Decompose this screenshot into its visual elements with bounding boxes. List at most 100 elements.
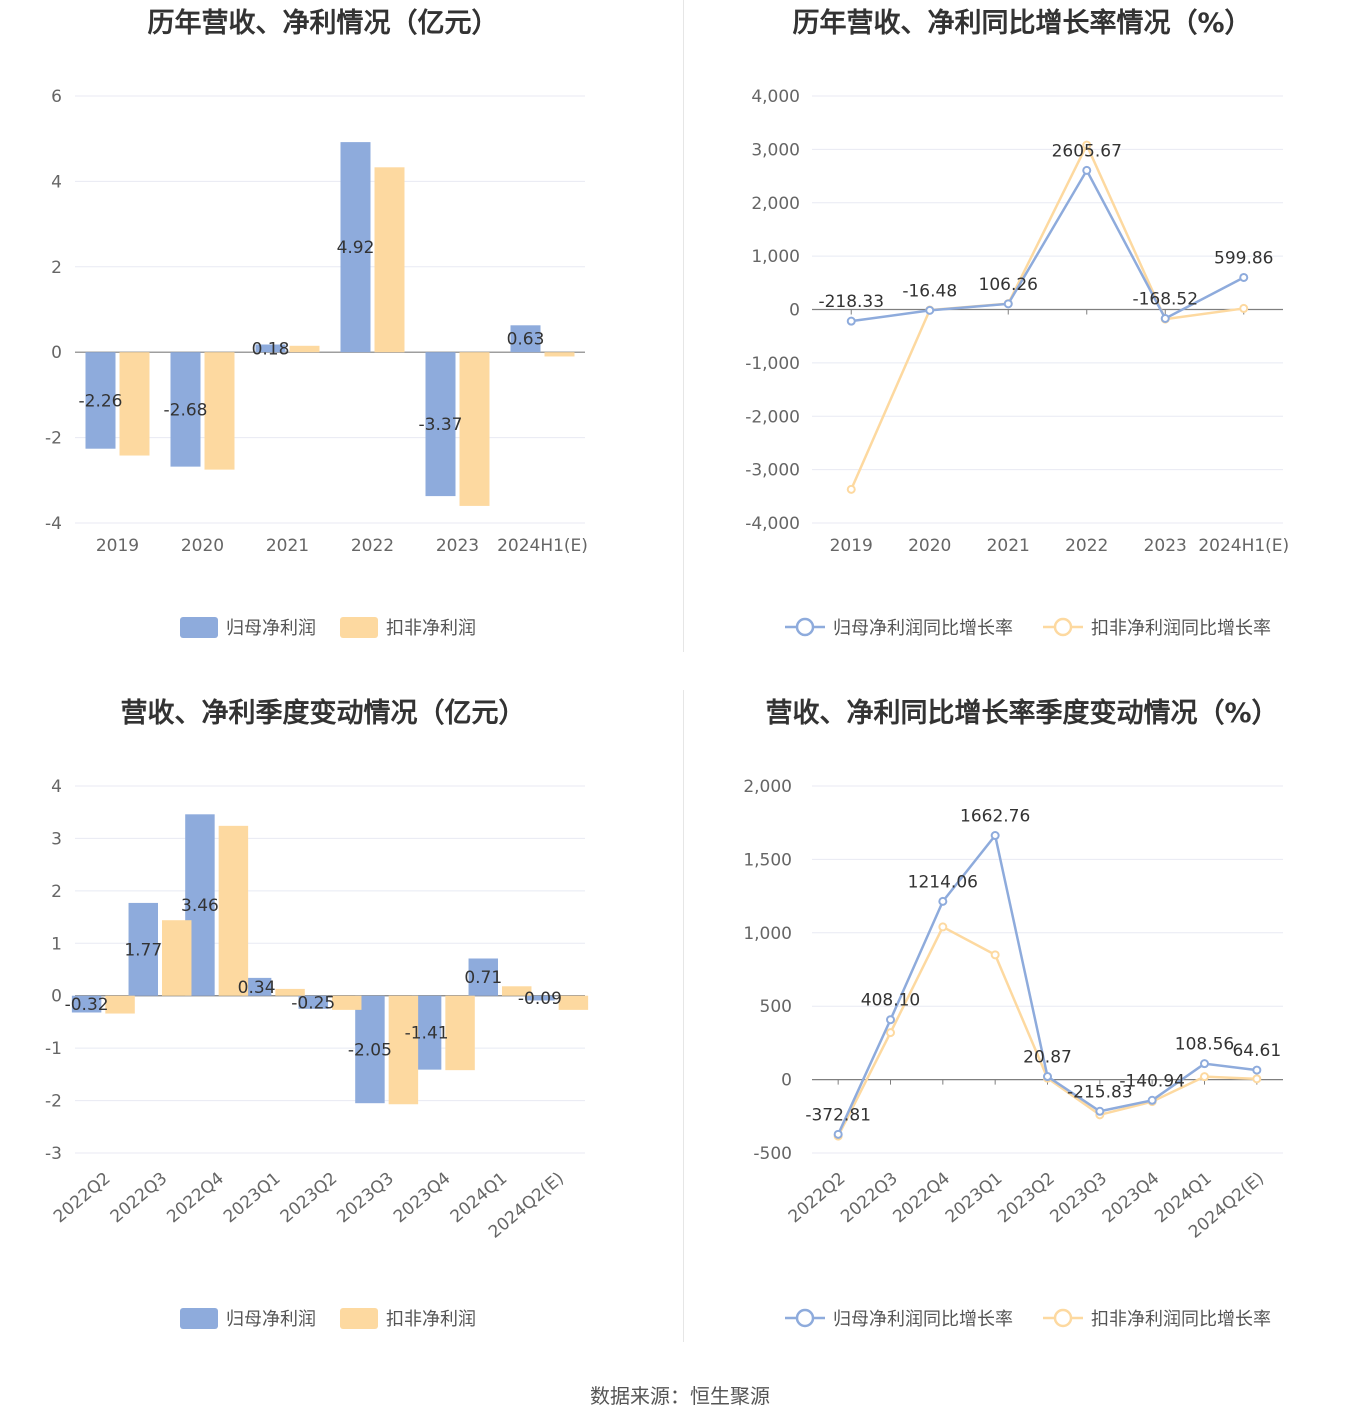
net-profit-bar [340, 142, 371, 353]
data-label: 0.18 [252, 339, 290, 359]
data-source-note: 数据来源：恒生聚源 [590, 1384, 770, 1408]
data-label: -0.25 [291, 993, 335, 1013]
net-profit-growth-point [1252, 1065, 1262, 1075]
deducted-profit-growth-point [1082, 140, 1092, 150]
data-label: 0.63 [507, 330, 545, 350]
data-label: -0.32 [65, 995, 109, 1015]
net-profit-bar [525, 995, 555, 1001]
deducted-profit-bar [558, 995, 589, 1010]
y-tick-label: 2 [51, 258, 62, 278]
deducted-profit-growth-line [850, 142, 1244, 490]
data-label: -140.94 [1119, 1071, 1185, 1091]
net-profit-bar [468, 958, 498, 996]
annual-growth-line-chart: 历年营收、净利同比增长率情况（%） -4,000 -3,000 -2,000 -1,00… [745, 7, 1289, 639]
y-tick-label: -1 [45, 1039, 62, 1059]
y-tick-label: 2,000 [743, 777, 792, 797]
data-label: 1214.06 [908, 872, 978, 892]
y-tick-label: 3,000 [751, 140, 800, 160]
net-profit-growth-point [886, 1015, 895, 1025]
net-profit-growth-point [1239, 272, 1249, 282]
data-label: 4.92 [337, 238, 375, 258]
deducted-profit-growth-point [846, 484, 856, 494]
x-tick-label: 2022Q2 [785, 1169, 850, 1228]
deducted-profit-bar [275, 988, 305, 996]
x-tick-label: 2022Q3 [107, 1169, 172, 1228]
net-profit-growth-line [837, 832, 1257, 1135]
x-tick-label: 2023Q4 [390, 1169, 455, 1228]
deducted-profit-bar [218, 825, 249, 996]
y-tick-label: 4 [51, 172, 62, 192]
legend-swatch [340, 617, 378, 638]
legend-label: 扣非净利润 [386, 1309, 476, 1330]
y-tick-label: 1,000 [751, 247, 800, 267]
y-tick-label: 6 [51, 87, 62, 107]
deducted-profit-growth-point [1239, 303, 1249, 313]
y-tick-label: 500 [760, 997, 792, 1017]
legend-marker [795, 617, 815, 637]
net-profit-growth-point [938, 896, 948, 906]
deducted-profit-bar [332, 995, 362, 1010]
x-tick-label: 2023 [436, 536, 479, 556]
net-profit-growth-point [1003, 299, 1013, 309]
data-label: -2.26 [79, 391, 123, 411]
x-tick-label: 2021 [266, 536, 309, 556]
y-tick-label: 2,000 [751, 194, 800, 214]
deducted-profit-bar [374, 167, 405, 353]
data-label: 106.26 [979, 275, 1038, 295]
legend-label: 扣非净利润 [386, 618, 476, 639]
data-label: 0.71 [464, 968, 502, 988]
deducted-profit-bar [119, 352, 150, 456]
x-tick-label: 2023Q2 [994, 1169, 1059, 1228]
chart-title: 营收、净利季度变动情况（亿元） [121, 697, 526, 729]
net-profit-bar [85, 352, 116, 449]
x-tick-label: 2019 [96, 536, 139, 556]
deducted-profit-bar [105, 995, 135, 1014]
x-tick-label: 2022 [351, 536, 394, 556]
deducted-profit-growth-point [1200, 1072, 1209, 1082]
data-label: 599.86 [1214, 248, 1273, 268]
deducted-profit-bar [388, 995, 419, 1105]
vertical-divider-bottom [683, 690, 684, 1342]
net-profit-bar [128, 902, 158, 996]
x-tick-label: 2021 [987, 536, 1030, 556]
y-tick-label: 1,000 [743, 924, 792, 944]
deducted-profit-bar [162, 920, 192, 996]
quarterly-profit-bar-chart: 营收、净利季度变动情况（亿元）-3-2-1012342022Q22022Q320… [45, 697, 589, 1330]
x-tick-label: 2024H1(E) [1198, 536, 1289, 556]
x-tick-label: 2022Q2 [50, 1169, 115, 1228]
deducted-profit-bar [445, 995, 475, 1071]
net-profit-bar [255, 344, 286, 353]
net-profit-growth-point [1043, 1072, 1052, 1082]
x-tick-label: 2022 [1065, 536, 1108, 556]
y-tick-label: 4,000 [751, 87, 800, 107]
legend-label: 扣非净利润同比增长率 [1091, 1309, 1271, 1330]
deducted-profit-growth-point [1252, 1074, 1262, 1084]
annual-profit-bar-chart: 历年营收、净利情况（亿元） -4 -2 0 2 4 6 2019 2020 2021 2022 202… [45, 7, 588, 639]
deducted-profit-growth-point [886, 1028, 895, 1038]
data-label: 1.77 [124, 940, 162, 960]
y-tick-label: 4 [51, 777, 62, 797]
y-tick-label: -2,000 [745, 407, 800, 427]
net-profit-growth-point [990, 831, 1000, 841]
deducted-profit-growth-line [837, 925, 1257, 1137]
legend-swatch [180, 617, 218, 638]
net-profit-bar [355, 995, 385, 1104]
net-profit-bar [510, 325, 541, 353]
legend-label: 归母净利润 [226, 618, 316, 639]
net-profit-growth-point [1200, 1059, 1209, 1069]
x-tick-label: 2022Q4 [890, 1169, 955, 1228]
x-tick-label: 2023 [1144, 536, 1187, 556]
legend-marker [795, 1308, 815, 1328]
y-tick-label: 0 [789, 301, 800, 321]
y-tick-label: -500 [753, 1144, 792, 1164]
legend-swatch [180, 1308, 218, 1329]
data-label: -0.09 [518, 989, 562, 1009]
net-profit-growth-point [1160, 313, 1170, 323]
data-label: -1.41 [405, 1024, 449, 1044]
y-tick-label: -1,000 [745, 354, 800, 374]
x-tick-label: 2023Q1 [942, 1169, 1007, 1228]
x-tick-label: 2019 [830, 536, 873, 556]
net-profit-bar [170, 352, 201, 467]
legend-label: 扣非净利润同比增长率 [1091, 618, 1271, 639]
net-profit-bar [71, 995, 102, 1013]
